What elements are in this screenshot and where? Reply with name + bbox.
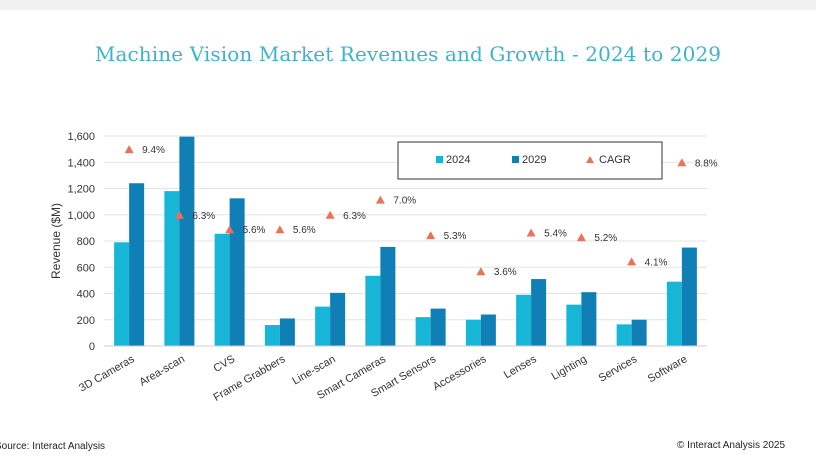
x-tick-label: Area-scan [137, 353, 186, 388]
cagr-marker [677, 158, 687, 167]
bar-2024 [465, 319, 481, 346]
cagr-label: 7.0% [393, 196, 416, 207]
bar-2029 [279, 318, 295, 346]
cagr-label: 5.6% [293, 225, 316, 236]
bar-2029 [430, 308, 446, 346]
cagr-marker [225, 225, 235, 234]
x-tick-label: 3D Cameras [77, 353, 137, 395]
bar-2024 [616, 324, 632, 346]
copyright-note: © Interact Analysis 2025 [677, 440, 785, 451]
cagr-label: 5.4% [544, 228, 567, 239]
x-tick-label: CVS [212, 353, 238, 375]
legend-swatch-cagr [586, 156, 594, 163]
bar-2029 [531, 279, 547, 346]
bar-2024 [164, 191, 180, 346]
cagr-marker [325, 210, 335, 219]
cagr-label: 8.8% [695, 158, 718, 169]
bar-2024 [516, 294, 532, 346]
cagr-marker [375, 195, 385, 204]
x-tick-label: Lighting [549, 353, 588, 383]
y-tick-label: 1,000 [67, 210, 95, 222]
bar-2024 [666, 281, 682, 346]
source-note-clip: Source: Interact Analysis [0, 438, 120, 456]
cagr-label: 9.4% [142, 145, 165, 156]
cagr-marker [627, 257, 637, 266]
bar-2029 [581, 292, 597, 346]
bar-2029 [631, 319, 647, 346]
y-tick-label: 1,200 [67, 184, 95, 196]
y-tick-label: 1,400 [67, 157, 95, 169]
cagr-marker [526, 228, 536, 237]
y-tick-label: 400 [77, 289, 95, 301]
bar-2024 [315, 306, 331, 346]
bar-2024 [365, 275, 381, 346]
chart-title: Machine Vision Market Revenues and Growt… [94, 42, 722, 66]
source-note: Source: Interact Analysis [0, 441, 106, 452]
bar-2029 [380, 246, 396, 346]
y-tick-label: 200 [77, 315, 95, 327]
x-tick-label: Services [597, 353, 640, 385]
cagr-marker [576, 233, 586, 242]
cagr-label: 5.2% [594, 233, 617, 244]
legend-swatch-2029 [512, 156, 519, 163]
bar-2029 [330, 292, 346, 346]
y-tick-label: 600 [77, 262, 95, 274]
cagr-marker [124, 145, 134, 154]
legend-swatch-2024 [436, 156, 443, 163]
legend-label-2024: 2024 [446, 154, 470, 166]
y-tick-label: 800 [77, 236, 95, 248]
bar-2024 [264, 325, 280, 346]
cagr-label: 5.6% [243, 225, 266, 236]
bar-2029 [129, 183, 145, 346]
top-band [0, 0, 816, 10]
bar-2024 [214, 233, 230, 346]
cagr-marker [174, 210, 184, 219]
bar-2029 [179, 136, 195, 346]
cagr-marker [275, 225, 285, 234]
bar-2024 [114, 242, 130, 346]
cagr-label: 5.3% [444, 231, 467, 242]
cagr-label: 3.6% [494, 267, 517, 278]
cagr-marker [476, 267, 486, 276]
cagr-marker [426, 231, 436, 240]
y-tick-label: 1,600 [67, 131, 95, 143]
x-tick-label: Lenses [502, 353, 539, 381]
x-tick-label: Software [646, 353, 690, 385]
legend-label-2029: 2029 [522, 154, 546, 166]
bar-2029 [229, 198, 245, 346]
bar-2024 [415, 317, 431, 346]
bar-2029 [681, 247, 697, 346]
y-tick-label: 0 [89, 341, 95, 353]
legend-label-cagr: CAGR [599, 154, 631, 166]
cagr-label: 6.3% [192, 211, 215, 222]
bar-2024 [566, 304, 582, 346]
x-tick-label: Accessories [431, 353, 489, 393]
bar-2029 [480, 314, 496, 346]
cagr-label: 6.3% [343, 211, 366, 222]
cagr-label: 4.1% [645, 257, 668, 268]
y-axis-label: Revenue ($M) [49, 203, 63, 279]
